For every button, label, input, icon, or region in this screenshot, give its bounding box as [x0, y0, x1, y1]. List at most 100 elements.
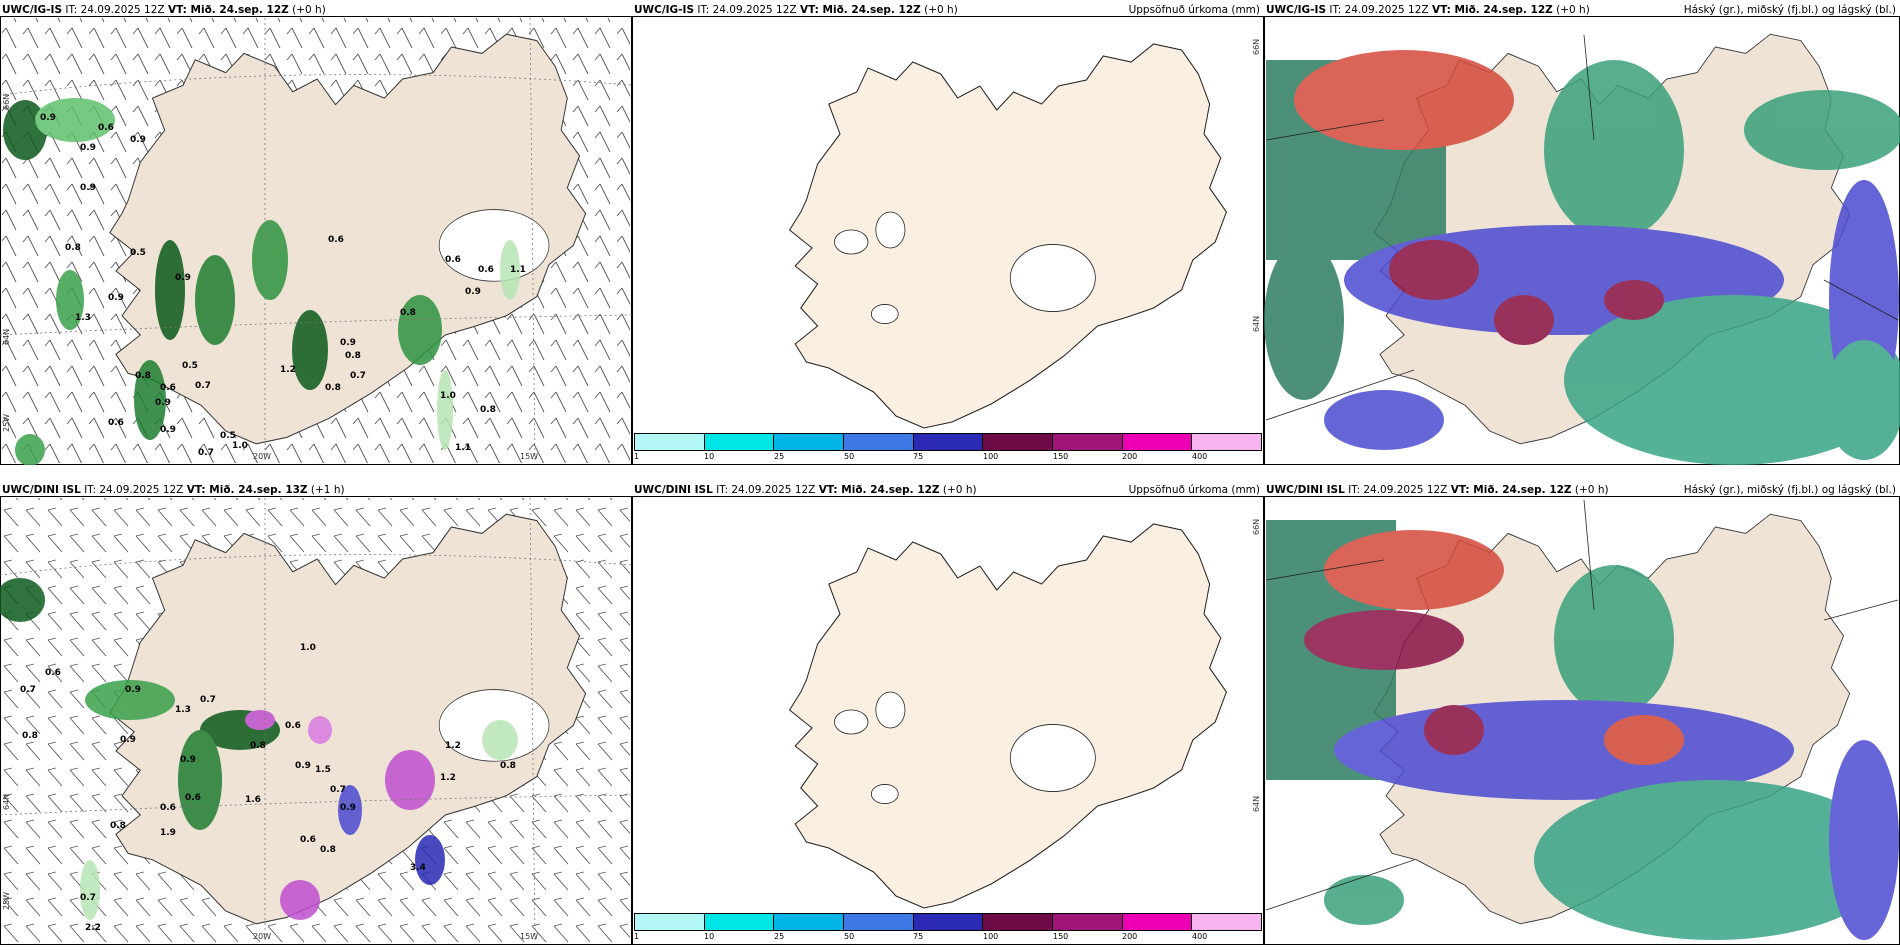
valid-time: VT: Mið. 24.sep. 12Z [1431, 4, 1553, 16]
svg-text:0.6: 0.6 [445, 255, 461, 265]
svg-text:0.6: 0.6 [328, 235, 344, 245]
lon-label-15: 15W [520, 932, 539, 941]
panel-accum-precip-top: UWC/IG-IS IT: 24.09.2025 12Z VT: Mið. 24… [632, 0, 1264, 465]
svg-text:0.7: 0.7 [350, 371, 366, 381]
svg-text:0.8: 0.8 [250, 741, 266, 751]
forecast-offset: (+1 h) [310, 484, 345, 496]
svg-text:0.8: 0.8 [135, 371, 151, 381]
map-frame [0, 496, 632, 945]
panel-wind-precip-top: UWC/IG-IS IT: 24.09.2025 12Z VT: Mið. 24… [0, 0, 632, 465]
valid-time: VT: Mið. 24.sep. 12Z [799, 4, 921, 16]
map-frame [632, 496, 1264, 945]
svg-text:0.8: 0.8 [110, 821, 126, 831]
precip-value-labels-top: 0.9 0.6 0.9 0.9 0.9 0.8 0.5 0.9 0.9 1.3 … [40, 113, 526, 458]
colorbar [634, 433, 1262, 451]
lat-label-66: 66N [2, 93, 11, 110]
svg-text:0.9: 0.9 [465, 287, 481, 297]
svg-text:0.9: 0.9 [295, 761, 311, 771]
svg-text:0.7: 0.7 [195, 381, 211, 391]
model-name: UWC/DINI ISL [1266, 484, 1345, 496]
lon-label-20: 20W [253, 452, 272, 461]
model-name: UWC/IG-IS [634, 4, 695, 16]
svg-text:0.6: 0.6 [285, 721, 301, 731]
svg-text:1.2: 1.2 [280, 365, 296, 375]
init-time: IT: 24.09.2025 12Z [65, 4, 165, 16]
svg-text:0.8: 0.8 [320, 845, 336, 855]
panel-clouds-top: UWC/IG-IS IT: 24.09.2025 12Z VT: Mið. 24… [1264, 0, 1900, 465]
svg-text:0.6: 0.6 [160, 803, 176, 813]
valid-time: VT: Mið. 24.sep. 12Z [167, 4, 289, 16]
svg-text:0.9: 0.9 [130, 135, 146, 145]
lat-label-64: 64N [1252, 315, 1261, 332]
init-time: IT: 24.09.2025 12Z [84, 484, 184, 496]
panel-accum-precip-bottom: UWC/DINI ISL IT: 24.09.2025 12Z VT: Mið.… [632, 480, 1264, 945]
svg-text:0.8: 0.8 [22, 731, 38, 741]
svg-text:0.9: 0.9 [155, 398, 171, 408]
svg-text:0.9: 0.9 [125, 685, 141, 695]
map-frame [632, 16, 1264, 465]
model-name: UWC/DINI ISL [634, 484, 713, 496]
svg-text:0.8: 0.8 [345, 351, 361, 361]
init-time: IT: 24.09.2025 12Z [716, 484, 816, 496]
svg-text:1.9: 1.9 [160, 828, 176, 838]
panel-header: UWC/DINI ISL IT: 24.09.2025 12Z VT: Mið.… [2, 483, 628, 497]
svg-text:0.7: 0.7 [80, 893, 96, 903]
svg-text:3.4: 3.4 [410, 863, 426, 873]
panel-title: Uppsöfnuð úrkoma (mm) [1128, 4, 1260, 16]
svg-text:0.5: 0.5 [130, 248, 146, 258]
panel-title: Uppsöfnuð úrkoma (mm) [1128, 484, 1260, 496]
panel-header: UWC/IG-IS IT: 24.09.2025 12Z VT: Mið. 24… [2, 3, 628, 17]
forecast-offset: (+0 h) [924, 4, 958, 16]
panel-header: UWC/IG-IS IT: 24.09.2025 12Z VT: Mið. 24… [1266, 3, 1896, 17]
panel-header: UWC/IG-IS IT: 24.09.2025 12Z VT: Mið. 24… [634, 3, 1260, 17]
svg-text:0.7: 0.7 [20, 685, 36, 695]
model-name: UWC/IG-IS [2, 4, 63, 16]
svg-text:0.8: 0.8 [325, 383, 341, 393]
forecast-offset: (+0 h) [1556, 4, 1590, 16]
svg-text:0.9: 0.9 [340, 338, 356, 348]
svg-text:0.9: 0.9 [80, 143, 96, 153]
svg-text:0.6: 0.6 [98, 123, 114, 133]
svg-text:0.9: 0.9 [80, 183, 96, 193]
svg-text:0.6: 0.6 [300, 835, 316, 845]
init-time: IT: 24.09.2025 12Z [697, 4, 797, 16]
svg-text:0.7: 0.7 [200, 695, 216, 705]
lat-label-64: 64N [2, 793, 11, 810]
cloud-map [1265, 498, 1899, 943]
forecast-offset: (+0 h) [292, 4, 326, 16]
panel-clouds-bottom: UWC/DINI ISL IT: 24.09.2025 12Z VT: Mið.… [1264, 480, 1900, 945]
valid-time: VT: Mið. 24.sep. 12Z [1450, 484, 1572, 496]
panel-header: UWC/DINI ISL IT: 24.09.2025 12Z VT: Mið.… [634, 483, 1260, 497]
svg-text:1.2: 1.2 [440, 773, 456, 783]
panel-wind-precip-bottom: UWC/DINI ISL IT: 24.09.2025 12Z VT: Mið.… [0, 480, 632, 945]
wind-precip-map: 0.6 1.0 0.7 0.9 1.3 0.8 0.9 0.6 0.9 1.5 … [0, 497, 632, 944]
svg-text:0.9: 0.9 [175, 273, 191, 283]
svg-text:0.9: 0.9 [40, 113, 56, 123]
svg-text:0.9: 0.9 [108, 293, 124, 303]
lon-label-25: 25W [2, 413, 11, 432]
svg-text:1.2: 1.2 [445, 741, 461, 751]
svg-text:1.1: 1.1 [455, 443, 471, 453]
svg-text:0.8: 0.8 [480, 405, 496, 415]
svg-text:1.3: 1.3 [175, 705, 191, 715]
svg-text:0.6: 0.6 [108, 418, 124, 428]
svg-text:0.8: 0.8 [65, 243, 81, 253]
svg-text:1.0: 1.0 [440, 391, 456, 401]
svg-text:0.5: 0.5 [220, 431, 236, 441]
lon-label-25: 25W [2, 891, 11, 910]
lon-label-15: 15W [520, 452, 539, 461]
accum-precip-map [788, 523, 1228, 909]
accum-precip-map [788, 43, 1228, 429]
valid-time: VT: Mið. 24.sep. 13Z [186, 484, 308, 496]
lon-label-20: 20W [253, 932, 272, 941]
wind-precip-map: 0.9 0.6 0.9 0.9 0.9 0.8 0.5 0.9 0.9 1.3 … [0, 17, 632, 465]
panel-title: Háský (gr.), miðský (fj.bl.) og lágský (… [1683, 484, 1896, 496]
svg-text:0.9: 0.9 [340, 803, 356, 813]
lat-label-64: 64N [2, 328, 11, 345]
init-time: IT: 24.09.2025 12Z [1348, 484, 1448, 496]
svg-text:0.6: 0.6 [160, 383, 176, 393]
panel-header: UWC/DINI ISL IT: 24.09.2025 12Z VT: Mið.… [1266, 483, 1896, 497]
model-name: UWC/DINI ISL [2, 484, 81, 496]
svg-text:0.7: 0.7 [330, 785, 346, 795]
svg-text:0.6: 0.6 [478, 265, 494, 275]
